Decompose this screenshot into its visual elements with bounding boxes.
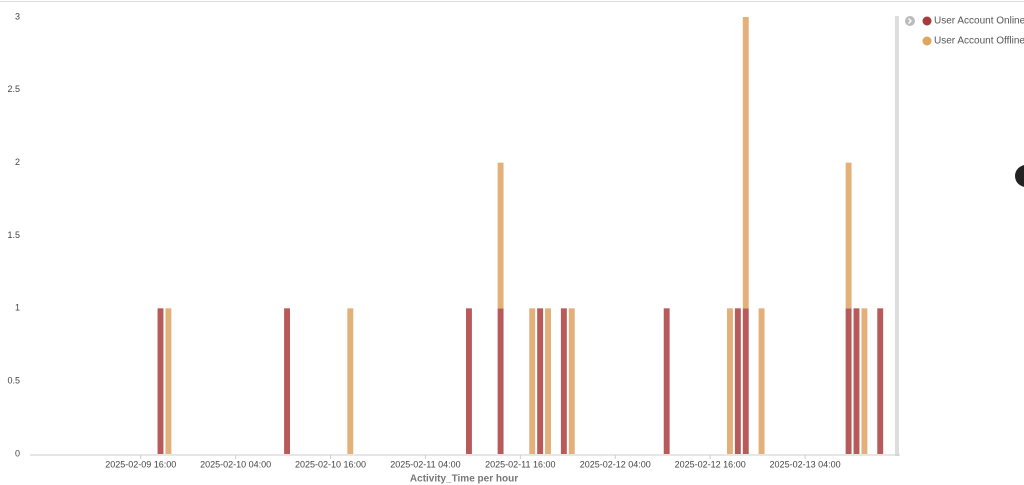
legend-marker xyxy=(922,36,932,46)
x-tick-label: 2025-02-09 16:00 xyxy=(105,459,176,469)
y-tick-label: 3 xyxy=(15,11,20,21)
bar xyxy=(853,308,860,454)
x-tick-label: 2025-02-12 16:00 xyxy=(675,459,746,469)
bar xyxy=(497,162,504,309)
y-tick-label: 0.5 xyxy=(7,376,20,386)
bar xyxy=(861,308,868,454)
bar xyxy=(742,17,749,309)
bar xyxy=(347,308,354,454)
y-tick-label: 1.5 xyxy=(7,230,20,240)
x-axis-title: Activity_Time per hour xyxy=(410,474,518,485)
bar xyxy=(742,308,749,454)
x-tick-label: 2025-02-13 04:00 xyxy=(770,459,841,469)
bar xyxy=(734,308,741,454)
bar xyxy=(568,308,575,454)
bar xyxy=(727,308,733,454)
bar xyxy=(497,308,504,454)
bar xyxy=(466,308,472,454)
y-tick-label: 0 xyxy=(15,448,20,458)
legend-label: User Account Offline xyxy=(934,36,1024,47)
bar xyxy=(877,308,884,454)
bar xyxy=(284,308,290,454)
side-button[interactable] xyxy=(1015,165,1024,187)
y-tick-label: 2.5 xyxy=(7,84,20,94)
x-tick-label: 2025-02-12 04:00 xyxy=(580,459,651,469)
bar xyxy=(845,162,852,309)
bar xyxy=(157,308,164,454)
y-tick-label: 1 xyxy=(15,303,20,313)
bar xyxy=(845,308,852,454)
bar xyxy=(663,308,670,454)
bar xyxy=(537,308,544,454)
legend-label: User Account Online xyxy=(934,16,1024,27)
scrollbar xyxy=(895,16,899,456)
x-tick-label: 2025-02-10 04:00 xyxy=(200,459,271,469)
bar xyxy=(529,308,536,454)
bar xyxy=(560,308,567,454)
legend-toggle-icon xyxy=(908,18,912,24)
bar xyxy=(165,308,172,454)
y-tick-label: 2 xyxy=(15,157,20,167)
x-tick-label: 2025-02-10 16:00 xyxy=(295,459,366,469)
legend-toggle[interactable] xyxy=(905,16,915,26)
bar xyxy=(758,308,765,454)
bar xyxy=(545,308,551,454)
legend-marker xyxy=(922,16,932,26)
x-tick-label: 2025-02-11 16:00 xyxy=(485,459,555,469)
x-tick-label: 2025-02-11 04:00 xyxy=(390,459,460,469)
